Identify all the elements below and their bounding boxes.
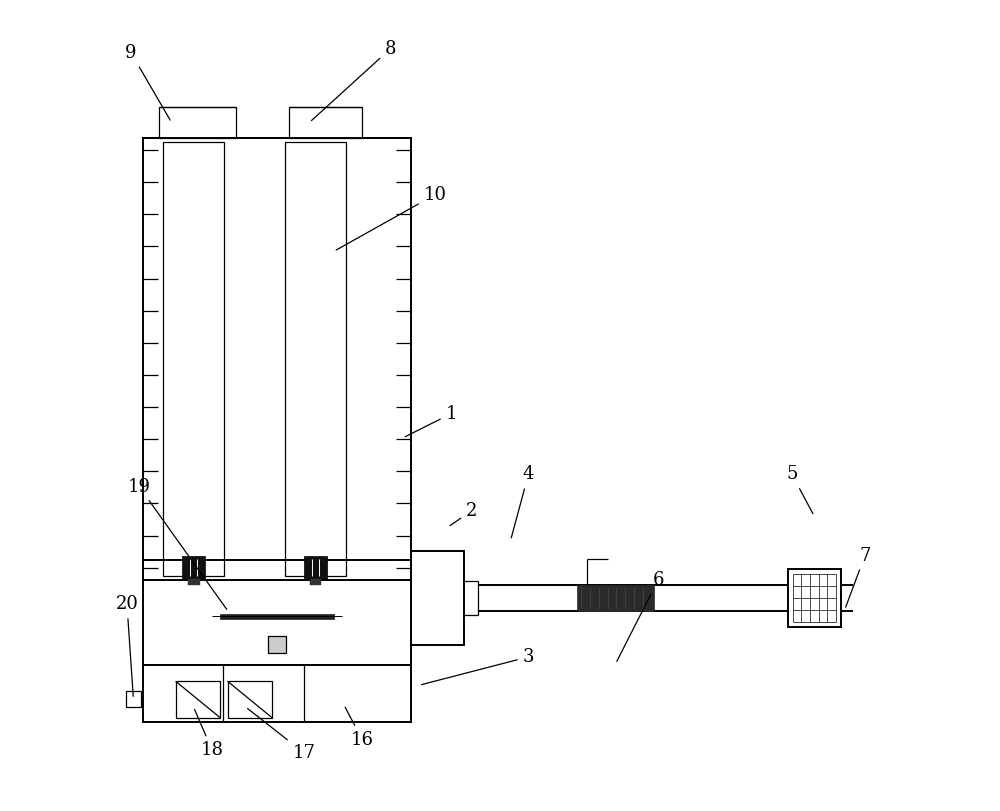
Text: 8: 8 (311, 40, 396, 121)
Bar (289, 107, 362, 138)
Bar (268, 636, 286, 653)
Bar (188, 579, 200, 585)
Text: 6: 6 (617, 571, 664, 661)
Bar (143, 138, 411, 665)
Bar (285, 142, 346, 576)
Bar (163, 142, 224, 576)
Bar (788, 569, 841, 628)
Bar (143, 665, 411, 722)
Text: 18: 18 (195, 710, 224, 759)
Text: 4: 4 (511, 466, 534, 538)
Bar (310, 579, 321, 585)
Text: 9: 9 (125, 44, 170, 120)
Text: 5: 5 (786, 466, 813, 513)
Bar (126, 691, 141, 707)
Text: 3: 3 (422, 648, 534, 684)
Bar (220, 614, 334, 619)
Bar (182, 556, 205, 579)
Bar (228, 681, 272, 718)
Bar (159, 107, 236, 138)
Bar (411, 551, 464, 645)
Text: 7: 7 (846, 547, 871, 607)
Bar (577, 586, 654, 611)
Text: 20: 20 (116, 595, 138, 697)
Text: 10: 10 (336, 186, 447, 250)
Bar (176, 681, 220, 718)
Text: 19: 19 (128, 478, 227, 609)
Bar (304, 556, 327, 579)
Text: 1: 1 (405, 405, 457, 436)
Text: 17: 17 (248, 709, 315, 762)
Text: 2: 2 (450, 502, 477, 526)
Text: 16: 16 (345, 707, 374, 749)
